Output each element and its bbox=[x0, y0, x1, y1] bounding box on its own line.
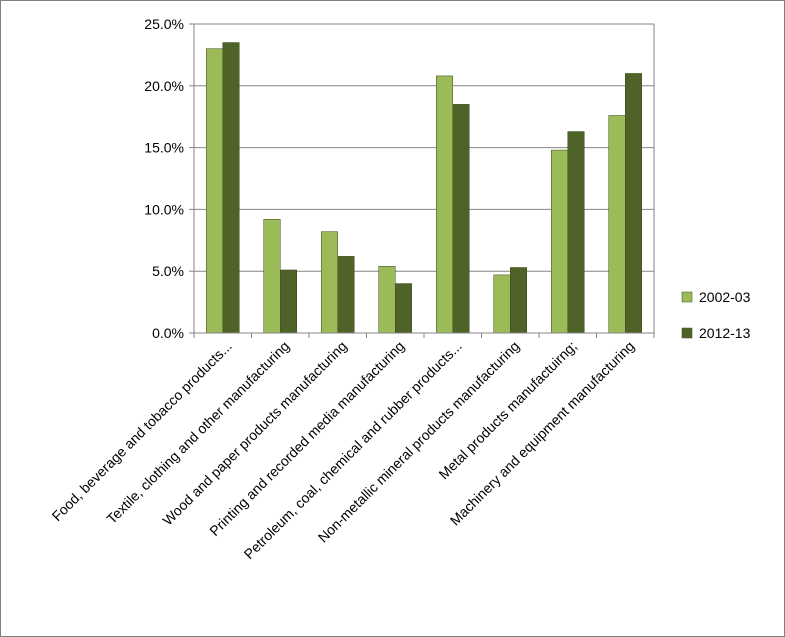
y-tick-label: 0.0% bbox=[152, 325, 184, 341]
legend-label-2012-13: 2012-13 bbox=[699, 325, 751, 341]
x-category-label: Petroleum, coal, chemical and rubber pro… bbox=[241, 338, 465, 562]
x-category-label: Non-metallic mineral products manufactur… bbox=[315, 338, 523, 546]
bar-2012-13 bbox=[452, 104, 470, 334]
bar-2012-13 bbox=[510, 267, 527, 334]
y-axis-ticks: 0.0% 5.0% 10.0% 15.0% 20.0% 25.0% bbox=[144, 16, 194, 341]
bar-2012-13 bbox=[567, 131, 585, 334]
bar-2012-13 bbox=[337, 256, 355, 334]
bar-2002-03 bbox=[493, 274, 511, 334]
y-tick-label: 10.0% bbox=[144, 201, 184, 217]
legend-label-2002-03: 2002-03 bbox=[699, 289, 751, 305]
bar-2002-03 bbox=[321, 231, 338, 334]
bar-2012-13 bbox=[222, 42, 240, 334]
y-tick-label: 20.0% bbox=[144, 78, 184, 94]
gridlines bbox=[194, 23, 654, 272]
bars bbox=[206, 42, 642, 334]
x-category-label: Printing and recorded media manufacturin… bbox=[206, 338, 407, 539]
legend-swatch-2002-03 bbox=[681, 291, 693, 303]
legend: 2002-03 2012-13 bbox=[681, 289, 751, 341]
bar-2002-03 bbox=[551, 149, 568, 334]
bar-2012-13 bbox=[395, 283, 412, 334]
bar-2002-03 bbox=[263, 219, 281, 334]
bar-2002-03 bbox=[608, 115, 626, 334]
legend-swatch-2012-13 bbox=[681, 327, 693, 339]
y-tick-label: 25.0% bbox=[144, 16, 184, 32]
bar-2012-13 bbox=[625, 73, 642, 334]
x-axis-category-labels: Food, beverage and tobacco products...Te… bbox=[49, 338, 638, 562]
bar-2002-03 bbox=[206, 48, 223, 334]
bar-2012-13 bbox=[280, 269, 297, 334]
y-tick-label: 15.0% bbox=[144, 140, 184, 156]
y-tick-label: 5.0% bbox=[152, 263, 184, 279]
bar-2002-03 bbox=[378, 266, 396, 334]
bar-2002-03 bbox=[436, 75, 453, 334]
axes bbox=[193, 24, 655, 338]
